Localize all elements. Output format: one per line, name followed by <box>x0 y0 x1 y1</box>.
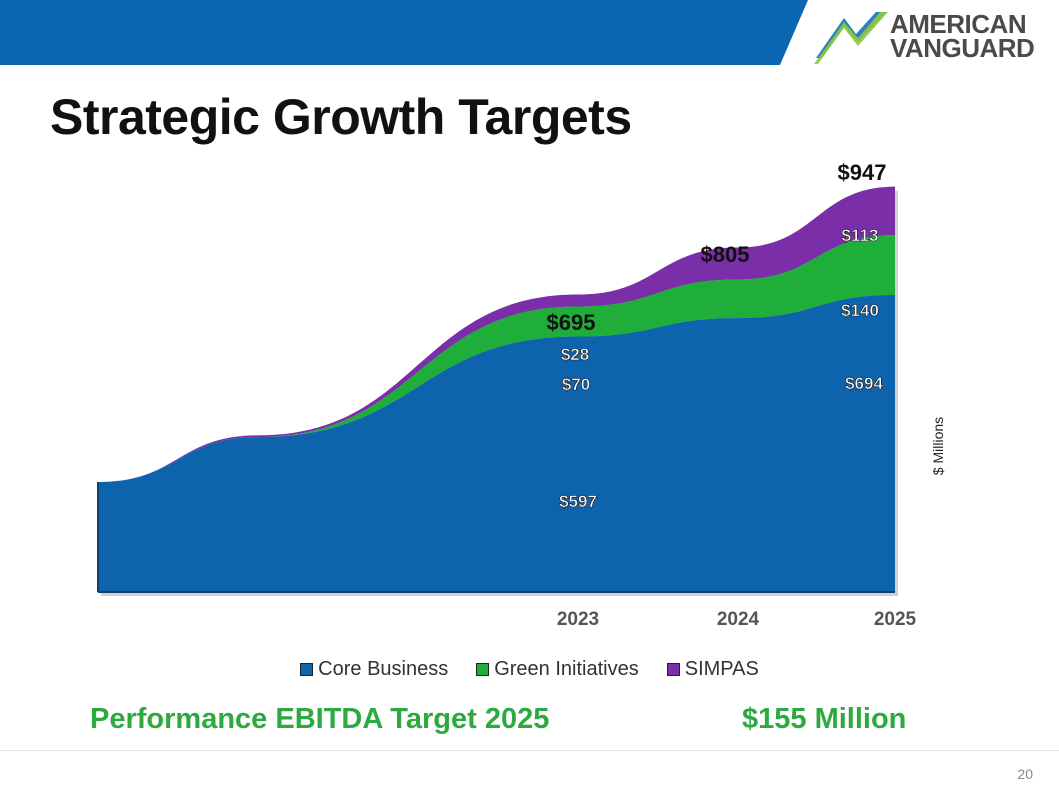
simpas-area <box>98 186 895 483</box>
logo-line-2: VANGUARD <box>890 33 1035 63</box>
top-banner-shape <box>0 0 808 65</box>
chart-legend: Core Business Green Initiatives SIMPAS <box>0 658 1059 682</box>
top-banner <box>0 0 808 65</box>
data-label: $597 <box>559 492 597 511</box>
legend-swatch <box>666 663 680 676</box>
x-tick-label: 2024 <box>717 609 760 630</box>
company-logo-text: AMERICAN VANGUARD <box>890 9 1035 63</box>
data-label: $70 <box>562 375 590 394</box>
legend-label: Core Business <box>318 658 449 680</box>
total-label: $695 <box>547 310 596 335</box>
page-title: Strategic Growth Targets <box>50 89 632 145</box>
legend-item: Green Initiatives <box>476 658 639 681</box>
page-number: 20 <box>1017 766 1033 782</box>
total-label: $947 <box>838 160 887 185</box>
y-axis-label: $ Millions <box>930 416 946 476</box>
core-business-area <box>98 294 895 592</box>
footer-divider <box>0 750 1059 751</box>
legend-label: SIMPAS <box>684 658 759 680</box>
legend-label: Green Initiatives <box>494 658 639 680</box>
total-label: $805 <box>701 242 750 267</box>
data-label: $113 <box>842 226 879 245</box>
ebitda-target-label: Performance EBITDA Target 2025 <box>90 703 550 735</box>
legend-item: SIMPAS <box>666 658 759 681</box>
logo-line-1: AMERICAN <box>890 9 1027 39</box>
x-tick-label: 2023 <box>557 609 599 630</box>
legend-item: Core Business <box>300 658 448 681</box>
data-label: $28 <box>561 345 589 364</box>
x-tick-label: 2025 <box>874 609 917 630</box>
green-initiatives-area <box>98 235 895 483</box>
legend-swatch <box>300 663 314 676</box>
ebitda-target-value: $155 Million <box>742 703 907 735</box>
data-label: $140 <box>841 301 879 320</box>
legend-swatch <box>476 663 490 676</box>
data-label: $694 <box>845 374 883 393</box>
chevron-check-logo-icon <box>814 12 888 64</box>
